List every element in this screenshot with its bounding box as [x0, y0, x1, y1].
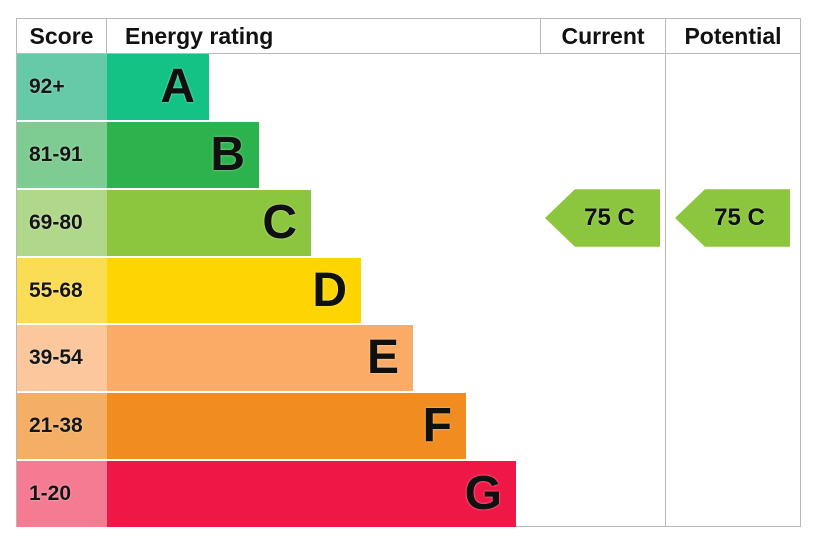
rating-bar-a: A	[107, 54, 209, 120]
potential-column-header: Potential	[684, 22, 782, 49]
rating-bar-d: D	[107, 257, 361, 324]
rating-row-c: 69-80 C	[17, 187, 541, 256]
rating-bar-c: C	[107, 189, 311, 256]
current-rating-value: 75 C	[584, 204, 635, 231]
band-letter-e: E	[366, 331, 399, 385]
rating-bar-b: B	[107, 121, 259, 188]
potential-rating-value: 75 C	[714, 204, 765, 231]
band-letter-b: B	[210, 127, 245, 181]
score-range-g: 1-20	[17, 461, 107, 528]
band-letter-d: D	[312, 263, 347, 317]
potential-column: 75 C	[666, 54, 800, 527]
potential-rating-arrow: 75 C	[675, 189, 790, 247]
table-body: 92+ A 81-91 B 69-80 C 55-68 D 39-54	[17, 54, 800, 528]
rating-row-e: 39-54 E	[17, 323, 541, 392]
score-range-b: 81-91	[17, 121, 107, 188]
band-letter-a: A	[160, 59, 195, 113]
score-range-f: 21-38	[17, 393, 107, 460]
rating-row-a: 92+ A	[17, 54, 541, 120]
band-letter-c: C	[262, 195, 297, 249]
current-column: 75 C	[541, 54, 666, 527]
epc-table: Score Energy rating Current Potential 92…	[16, 18, 801, 528]
rating-bar-g: G	[107, 461, 516, 528]
rating-row-d: 55-68 D	[17, 255, 541, 324]
band-letter-g: G	[464, 467, 502, 521]
table-header: Score Energy rating Current Potential	[17, 19, 800, 54]
score-column-header: Score	[17, 19, 107, 53]
score-range-c: 69-80	[17, 189, 107, 256]
score-range-d: 55-68	[17, 257, 107, 324]
score-range-a: 92+	[17, 54, 107, 120]
rating-bar-f: F	[107, 393, 466, 460]
score-range-e: 39-54	[17, 325, 107, 392]
energy-rating-column-header: Energy rating	[107, 19, 541, 53]
current-rating-arrow: 75 C	[545, 189, 660, 247]
rating-row-b: 81-91 B	[17, 119, 541, 188]
rating-bars-region: 92+ A 81-91 B 69-80 C 55-68 D 39-54	[17, 54, 541, 528]
rating-row-g: 1-20 G	[17, 459, 541, 528]
rating-bar-e: E	[107, 325, 413, 392]
band-letter-f: F	[422, 399, 452, 453]
rating-row-f: 21-38 F	[17, 391, 541, 460]
current-column-header: Current	[541, 19, 666, 53]
